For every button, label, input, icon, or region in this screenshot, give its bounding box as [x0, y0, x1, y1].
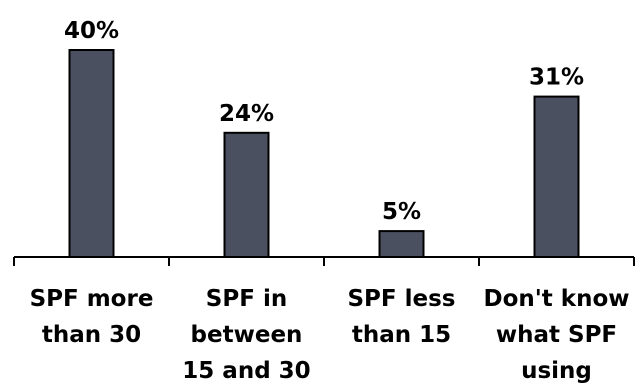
- category-label-2: SPF in between 15 and 30: [182, 286, 310, 384]
- category-label-3: SPF less than 15: [347, 286, 455, 348]
- category-labels-group: SPF more than 30 SPF in between 15 and 30 SPF…: [30, 286, 630, 384]
- bars-group: [68, 49, 580, 259]
- category-label-1: SPF more than 30: [30, 286, 154, 348]
- value-label-2: 24%: [219, 101, 274, 127]
- value-label-1: 40%: [64, 18, 119, 44]
- value-label-3: 5%: [382, 199, 421, 225]
- category-label-4: Don't know what SPF using: [483, 286, 629, 384]
- bar-4: [533, 95, 580, 258]
- x-axis: [13, 256, 635, 266]
- value-labels-group: 40% 24% 5% 31%: [64, 18, 584, 225]
- bar-1: [68, 49, 115, 258]
- bar-2: [223, 131, 270, 258]
- value-label-4: 31%: [529, 65, 584, 91]
- bar-3: [378, 230, 425, 259]
